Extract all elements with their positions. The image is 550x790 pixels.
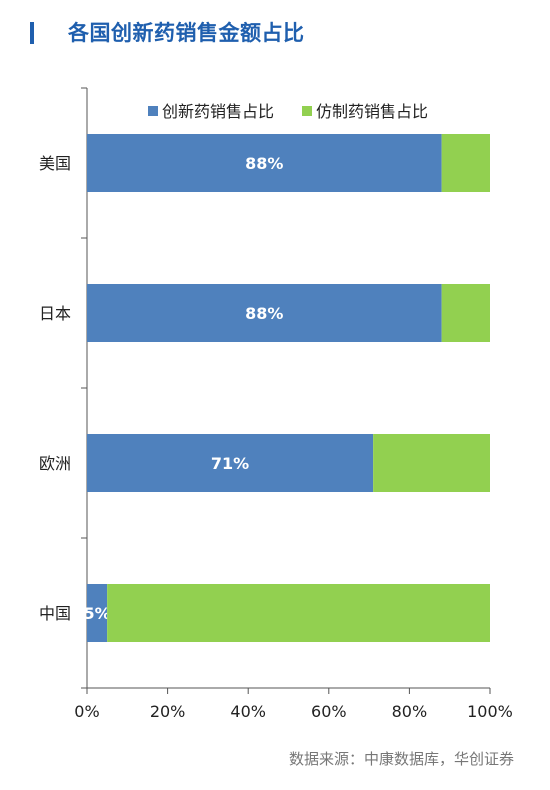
bar-data-label: 5% xyxy=(83,604,110,623)
legend-swatch-1 xyxy=(148,106,158,116)
bar-generic xyxy=(107,584,491,642)
bar-generic xyxy=(441,134,490,192)
bar-innovative xyxy=(87,134,442,192)
bar-generic xyxy=(373,434,490,492)
x-tick-label: 40% xyxy=(230,702,266,721)
bar-innovative xyxy=(87,584,108,642)
bar-generic xyxy=(441,284,490,342)
x-tick-label: 80% xyxy=(392,702,428,721)
category-label: 欧洲 xyxy=(39,454,71,473)
bar-innovative xyxy=(87,434,374,492)
legend-swatch-2 xyxy=(302,106,312,116)
x-tick-label: 60% xyxy=(311,702,347,721)
bar-data-label: 88% xyxy=(245,304,283,323)
legend-label-2: 仿制药销售占比 xyxy=(316,102,428,121)
title-accent-bar xyxy=(30,22,34,44)
x-tick-label: 20% xyxy=(150,702,186,721)
bar-data-label: 88% xyxy=(245,154,283,173)
bar-innovative xyxy=(87,284,442,342)
chart-title: 各国创新药销售金额占比 xyxy=(68,21,305,45)
x-tick-label: 0% xyxy=(74,702,99,721)
category-label: 美国 xyxy=(39,154,71,173)
x-tick-label: 100% xyxy=(467,702,513,721)
data-source-note: 数据来源：中康数据库，华创证券 xyxy=(288,750,514,768)
category-label: 中国 xyxy=(39,604,71,623)
bar-data-label: 71% xyxy=(211,454,249,473)
category-label: 日本 xyxy=(39,304,71,323)
stacked-bar-chart: 创新药销售占比 仿制药销售占比 0% 20% 40% 60% 80% 100% 88% 美国 88%… xyxy=(39,87,513,721)
legend-label-1: 创新药销售占比 xyxy=(162,102,274,121)
